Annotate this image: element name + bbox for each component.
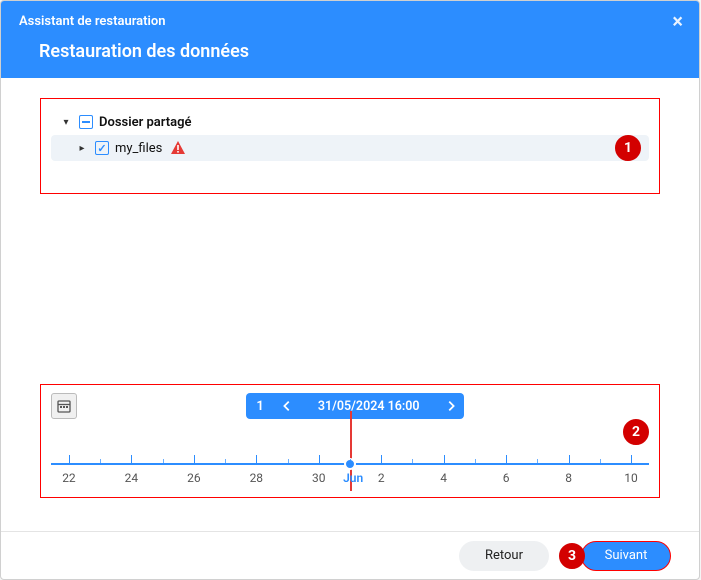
timeline-tick bbox=[256, 455, 257, 465]
chevron-right-icon bbox=[444, 399, 458, 413]
tree-label-myfiles: my_files bbox=[115, 141, 162, 156]
timeline-panel: 2 1 31/05/2024 16:00 bbox=[40, 384, 660, 498]
timeline-day-label: 24 bbox=[125, 471, 139, 485]
timeline-tick bbox=[506, 455, 507, 465]
tree-label-root: Dossier partagé bbox=[99, 115, 192, 130]
warning-icon bbox=[170, 140, 186, 156]
timeline-tick-minor bbox=[412, 459, 413, 465]
timeline-day-label: 4 bbox=[440, 471, 447, 485]
timeline-tick-minor bbox=[600, 459, 601, 465]
timeline-day-label: 10 bbox=[624, 471, 638, 485]
timeline-day-label: 2 bbox=[378, 471, 385, 485]
timeline-tick bbox=[631, 455, 632, 465]
timeline-day-label: 28 bbox=[250, 471, 264, 485]
timeline-tick bbox=[444, 455, 445, 465]
timeline-tick-minor bbox=[100, 459, 101, 465]
close-icon[interactable]: × bbox=[672, 11, 683, 31]
timeline-tick bbox=[569, 455, 570, 465]
timeline-tick bbox=[319, 455, 320, 465]
back-button[interactable]: Retour bbox=[459, 541, 549, 571]
timeline-day-label: 6 bbox=[503, 471, 510, 485]
timeline-tick-minor bbox=[288, 459, 289, 465]
chevron-left-icon bbox=[280, 399, 294, 413]
dialog-title: Restauration des données bbox=[1, 35, 699, 78]
timeline-tick-minor bbox=[537, 459, 538, 465]
date-navigator: 1 31/05/2024 16:00 bbox=[246, 393, 463, 419]
timeline-tick-minor bbox=[163, 459, 164, 465]
timeline-tick-minor bbox=[350, 459, 351, 465]
timeline-tick-minor bbox=[475, 459, 476, 465]
timeline-day-label: 22 bbox=[62, 471, 76, 485]
checkbox-root[interactable] bbox=[79, 115, 93, 129]
prev-snapshot-button[interactable] bbox=[274, 393, 300, 419]
step-badge-3: 3 bbox=[559, 543, 585, 569]
dialog-footer: Retour 3 Suivant bbox=[1, 531, 699, 579]
restore-wizard-dialog: Assistant de restauration × Restauration… bbox=[0, 0, 700, 580]
tree-row-myfiles[interactable]: ▸ my_files 1 bbox=[51, 135, 649, 161]
snapshot-count: 1 bbox=[246, 393, 273, 419]
timeline-tick bbox=[194, 455, 195, 465]
timeline-month-label: Jun bbox=[343, 471, 363, 485]
dialog-body: ▾ Dossier partagé ▸ my_files 1 bbox=[1, 78, 699, 531]
timeline-day-label: 8 bbox=[565, 471, 572, 485]
calendar-icon bbox=[57, 399, 71, 413]
calendar-button[interactable] bbox=[51, 393, 77, 419]
tree-row-root[interactable]: ▾ Dossier partagé bbox=[51, 109, 649, 135]
chevron-down-icon[interactable]: ▾ bbox=[59, 117, 73, 128]
next-button[interactable]: Suivant bbox=[581, 541, 671, 571]
checkbox-myfiles[interactable] bbox=[95, 141, 109, 155]
timeline-tick bbox=[131, 455, 132, 465]
next-snapshot-button[interactable] bbox=[438, 393, 464, 419]
chevron-right-icon[interactable]: ▸ bbox=[75, 143, 89, 154]
timeline-tick-minor bbox=[225, 459, 226, 465]
step-badge-1: 1 bbox=[615, 135, 641, 161]
body-spacer bbox=[40, 194, 660, 384]
dialog-header: Assistant de restauration × Restauration… bbox=[1, 1, 699, 78]
selected-datetime[interactable]: 31/05/2024 16:00 bbox=[300, 393, 438, 419]
wizard-name: Assistant de restauration bbox=[19, 14, 166, 29]
timeline-tick bbox=[69, 455, 70, 465]
timeline-tick bbox=[381, 455, 382, 465]
timeline-day-label: 30 bbox=[312, 471, 326, 485]
timeline-day-label: 26 bbox=[187, 471, 201, 485]
folder-tree-panel: ▾ Dossier partagé ▸ my_files 1 bbox=[40, 98, 660, 194]
timeline-axis[interactable]: 2224262830Jun246810 bbox=[51, 433, 649, 491]
